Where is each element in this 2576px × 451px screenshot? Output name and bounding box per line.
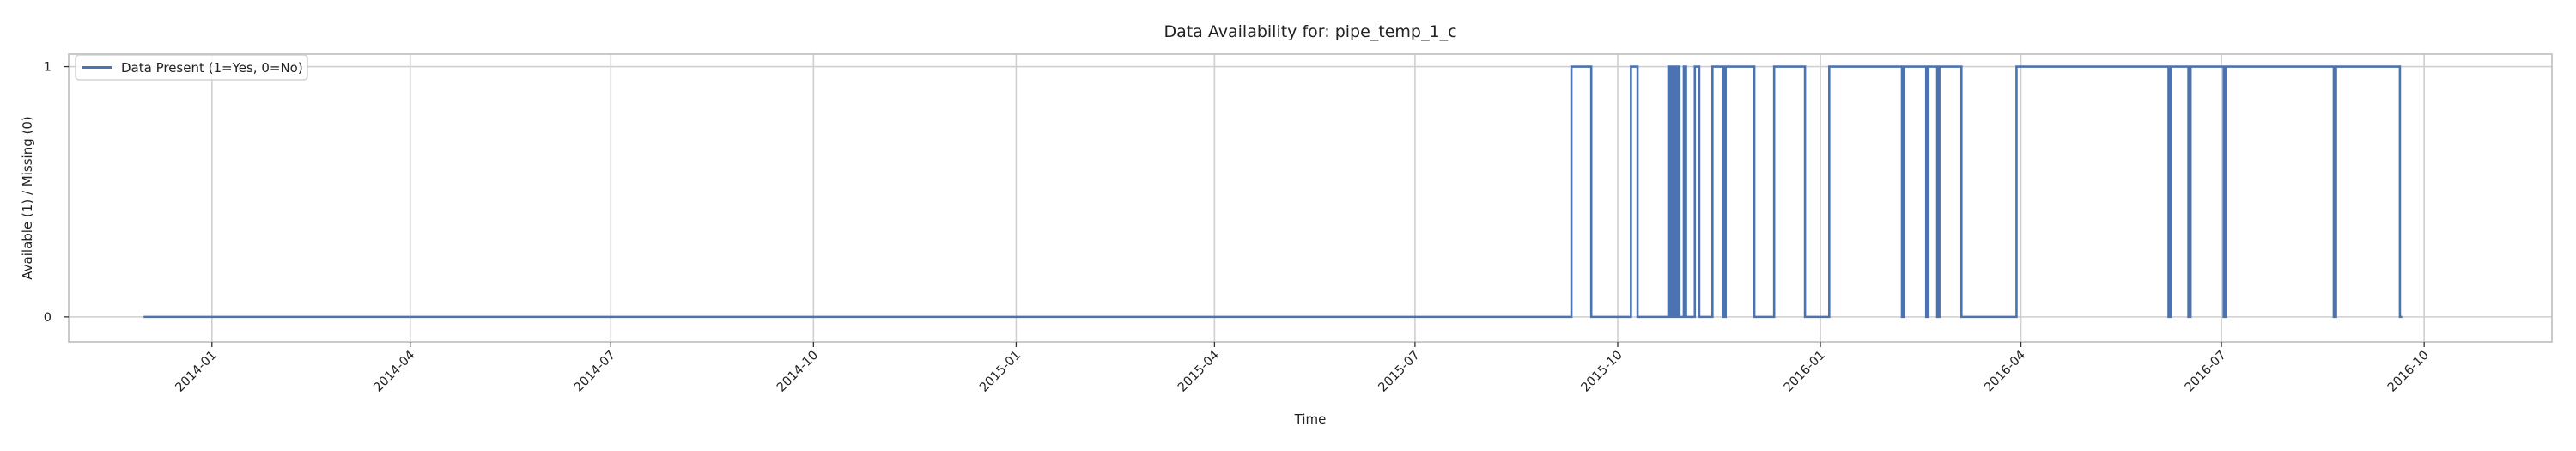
y-tick-label: 0	[44, 311, 52, 325]
chart-title: Data Availability for: pipe_temp_1_c	[1163, 22, 1456, 41]
legend-box	[75, 54, 308, 81]
series-layer	[143, 65, 2403, 319]
y-tick-label: 1	[44, 61, 52, 75]
x-axis-label: Time	[1294, 411, 1327, 427]
series-line	[143, 65, 2403, 319]
legend-label: Data Present (1=Yes, 0=No)	[121, 60, 303, 76]
legend: Data Present (1=Yes, 0=No)	[75, 54, 308, 81]
y-axis-label: Available (1) / Missing (0)	[20, 116, 35, 279]
plot-area	[68, 53, 2553, 343]
